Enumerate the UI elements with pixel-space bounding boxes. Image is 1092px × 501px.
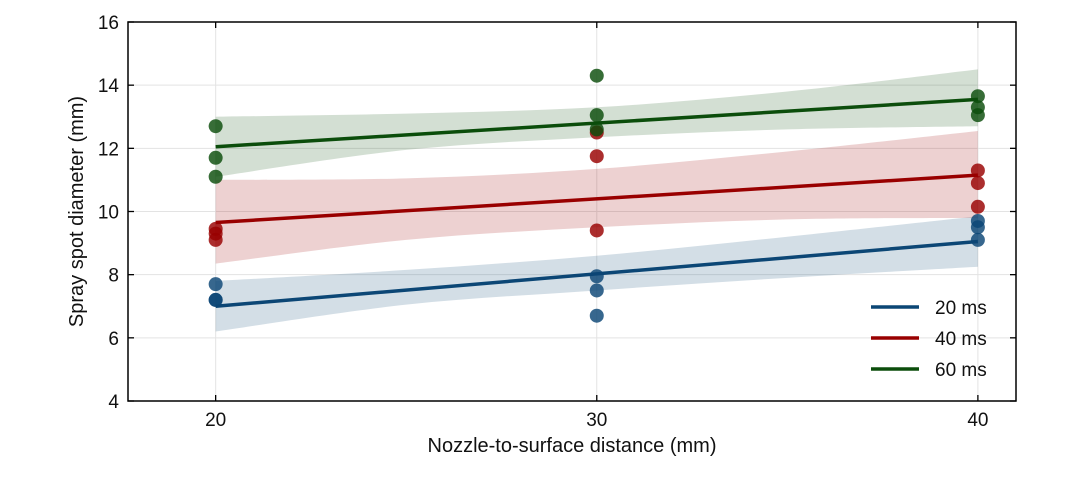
y-tick-label: 14	[98, 76, 120, 97]
data-point	[589, 269, 604, 284]
x-tick-label: 20	[205, 410, 226, 431]
axis-ticks: 20 30 40 4 6 8 10 12 14 16	[98, 13, 1016, 431]
data-point	[208, 277, 223, 292]
data-point	[970, 108, 985, 123]
data-points	[208, 68, 985, 323]
data-point	[589, 149, 604, 164]
data-point	[970, 232, 985, 247]
data-point	[208, 150, 223, 165]
data-point	[208, 292, 223, 307]
data-point	[208, 169, 223, 184]
data-point	[589, 68, 604, 83]
y-tick-label: 6	[108, 329, 119, 350]
data-point	[589, 122, 604, 137]
y-tick-label: 12	[98, 139, 119, 160]
y-axis-title: Spray spot diameter (mm)	[66, 96, 88, 327]
y-tick-label: 8	[108, 266, 119, 287]
data-point	[970, 176, 985, 191]
data-point	[589, 308, 604, 323]
y-tick-label: 4	[108, 392, 119, 413]
legend-label-2: 40 ms	[935, 329, 987, 350]
data-point	[970, 89, 985, 104]
data-point	[589, 108, 604, 123]
data-point	[970, 199, 985, 214]
y-tick-label: 16	[98, 13, 119, 34]
legend-label-1: 20 ms	[935, 298, 987, 319]
data-point	[208, 119, 223, 134]
legend-label-3: 60 ms	[935, 360, 987, 381]
data-point	[589, 283, 604, 298]
y-tick-label: 10	[98, 203, 119, 224]
x-tick-label: 30	[586, 410, 607, 431]
data-point	[970, 163, 985, 178]
x-axis-title: Nozzle-to-surface distance (mm)	[428, 435, 717, 457]
x-tick-label: 40	[967, 410, 988, 431]
data-point	[589, 223, 604, 238]
legend: 20 ms 40 ms 60 ms	[871, 298, 987, 381]
fit-line-2	[215, 173, 978, 225]
data-point	[208, 232, 223, 247]
data-point	[970, 220, 985, 235]
